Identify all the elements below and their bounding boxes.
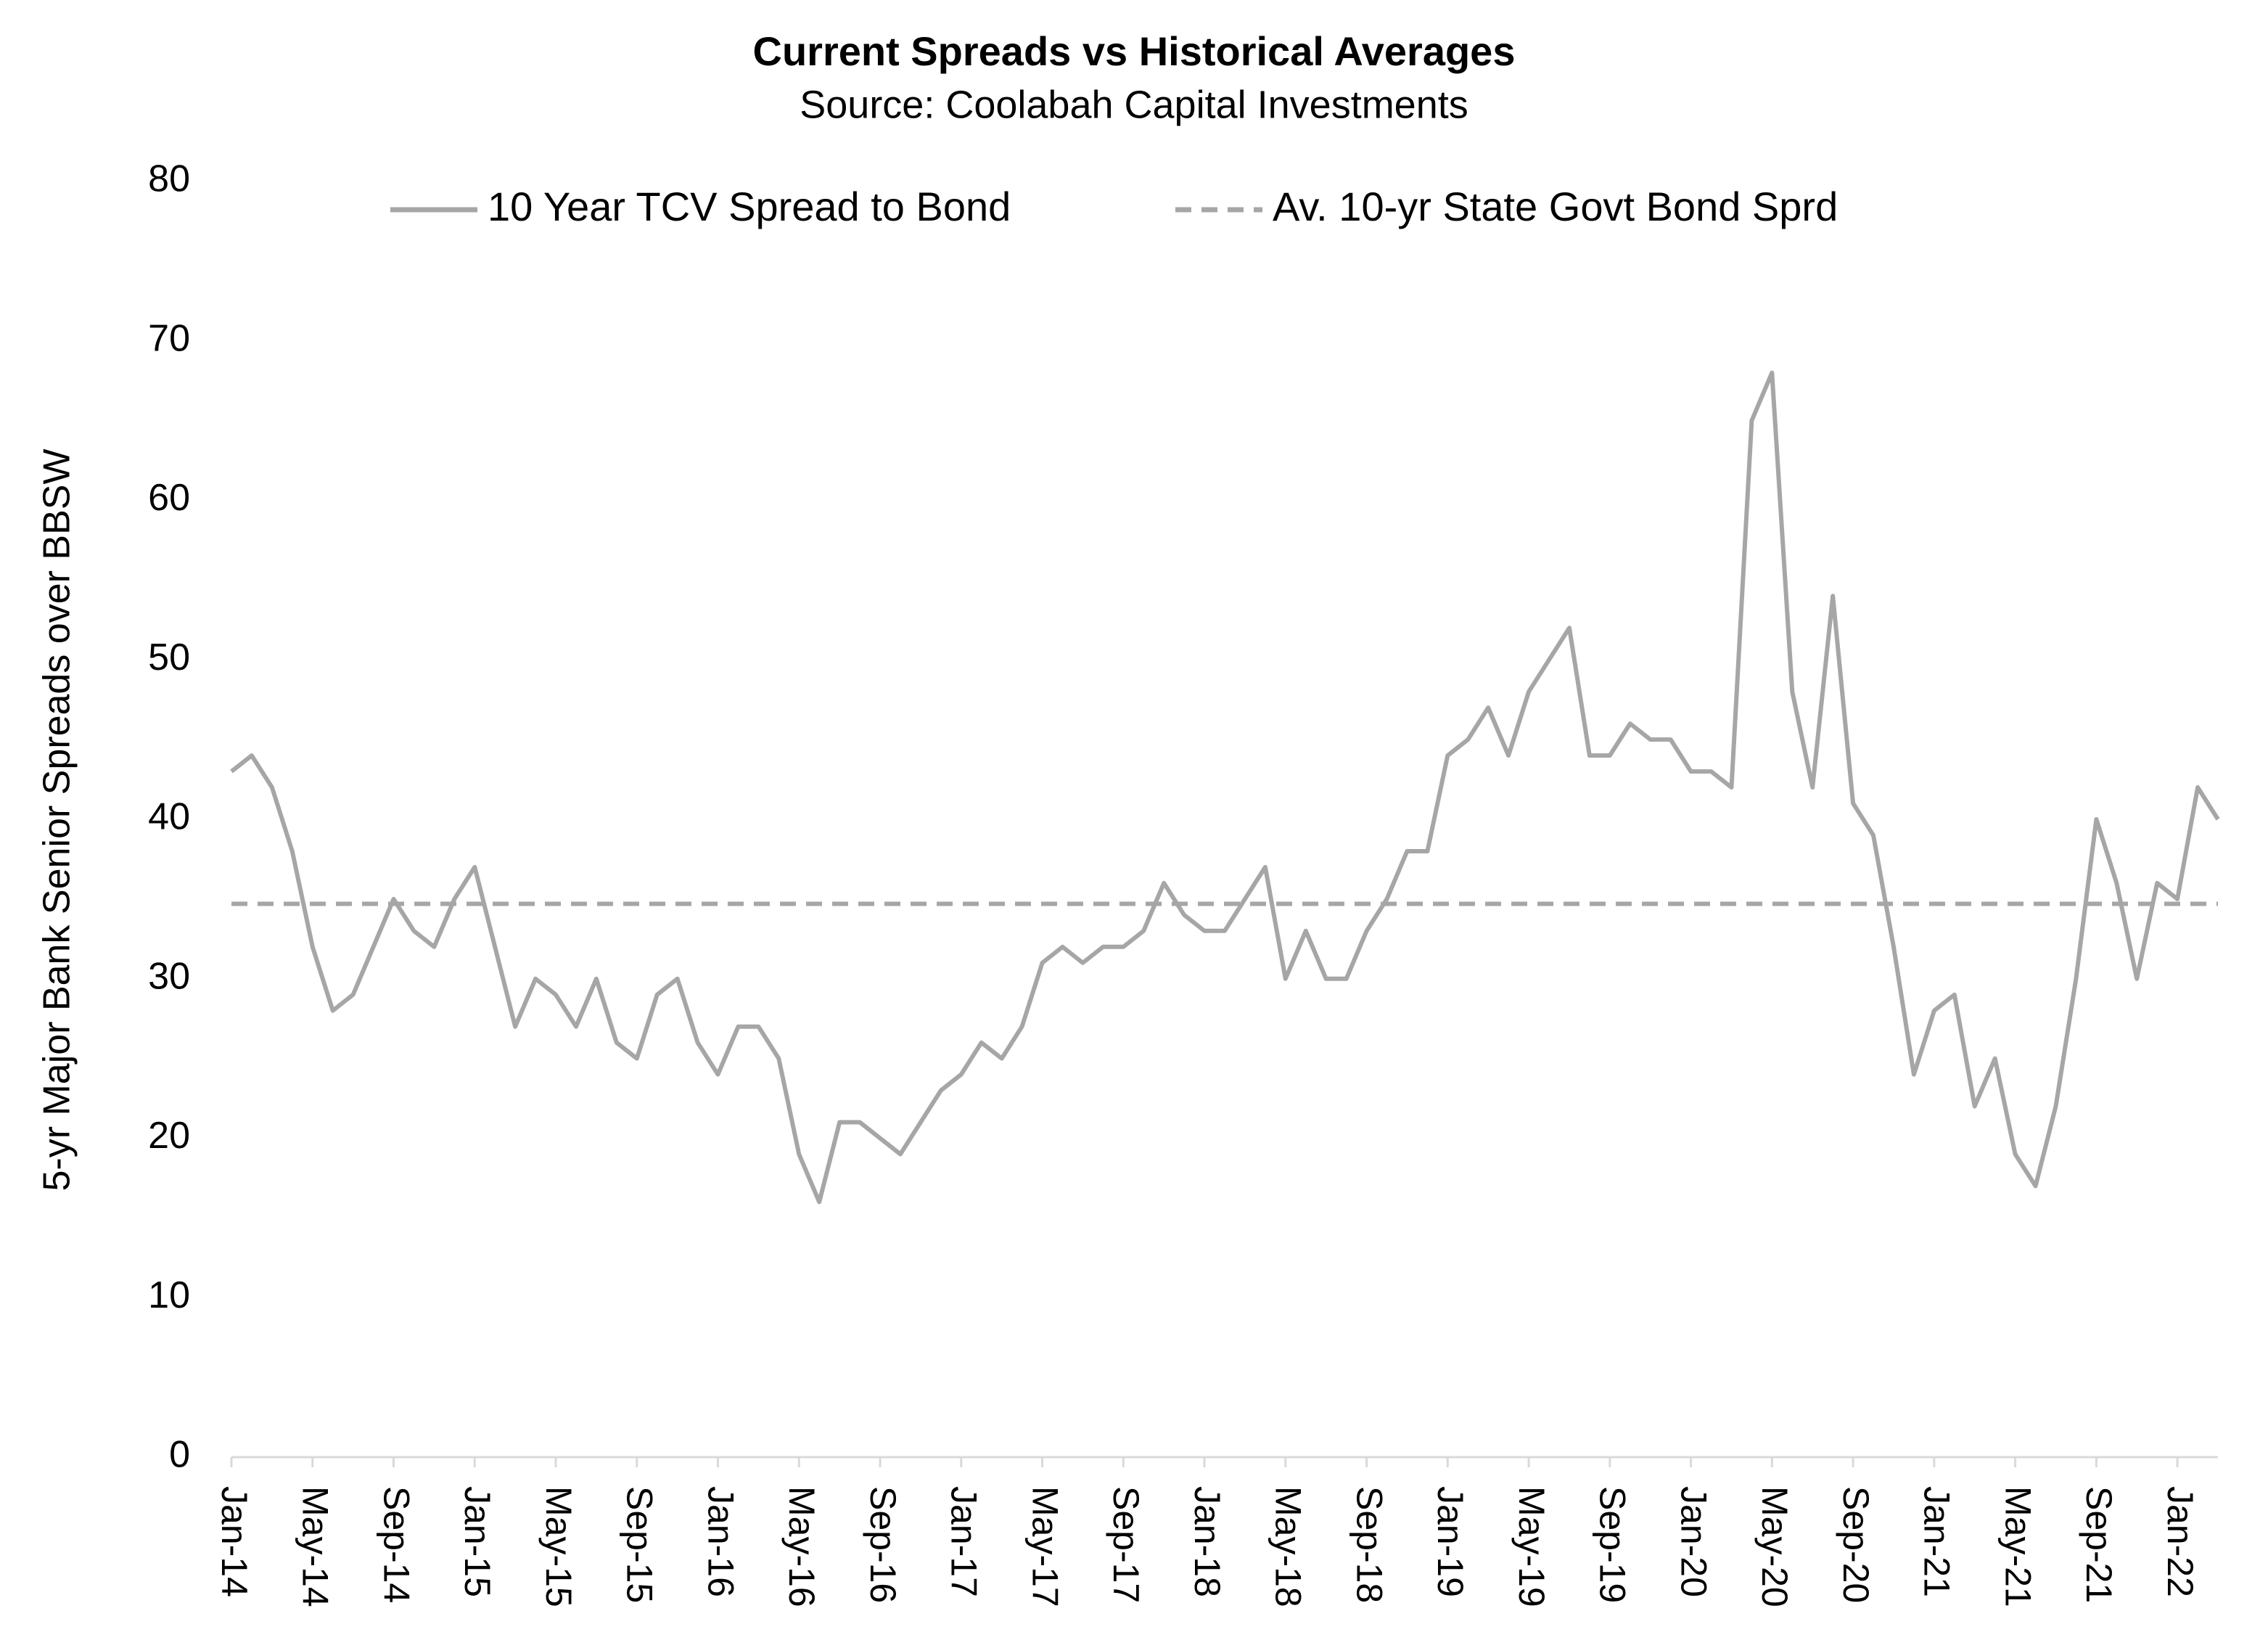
legend-label: 10 Year TCV Spread to Bond [488,184,1011,229]
y-axis-label: 5-yr Major Bank Senior Spreads over BBSW [36,448,78,1191]
y-tick-label: 30 [148,955,190,997]
y-tick-label: 0 [169,1434,190,1476]
x-tick-label: Jan-21 [1917,1486,1957,1597]
x-tick-label: May-14 [295,1486,336,1607]
x-tick-label: Jan-19 [1430,1486,1471,1597]
y-tick-label: 40 [148,796,190,838]
x-tick-label: May-18 [1268,1486,1309,1607]
chart-title: Current Spreads vs Historical Averages [753,28,1516,74]
y-tick-label: 70 [148,317,190,359]
x-tick-label: May-16 [781,1486,822,1607]
x-tick-label: Jan-17 [944,1486,985,1597]
x-tick-label: Jan-14 [214,1486,255,1597]
x-tick-label: Sep-16 [863,1486,903,1603]
series-line [230,370,2220,1205]
x-tick-label: Jan-20 [1673,1486,1714,1597]
x-tick-label: Jan-16 [700,1486,741,1597]
x-tick-label: May-21 [1997,1486,2038,1607]
x-tick-label: Sep-20 [1836,1486,1876,1603]
x-tick-label: May-17 [1024,1486,1065,1607]
x-tick-label: Jan-18 [1187,1486,1228,1597]
legend-label: Av. 10-yr State Govt Bond Sprd [1273,184,1838,229]
x-tick-label: Sep-18 [1349,1486,1389,1603]
x-tick-label: Sep-15 [620,1486,660,1603]
y-tick-label: 20 [148,1115,190,1157]
x-tick-label: Jan-22 [2160,1486,2201,1597]
x-tick-label: Sep-14 [376,1486,416,1603]
x-tick-label: May-15 [538,1486,579,1607]
x-tick-label: Sep-17 [1106,1486,1146,1603]
y-tick-label: 10 [148,1274,190,1316]
x-tick-label: Sep-19 [1593,1486,1633,1603]
x-tick-label: Sep-21 [2079,1486,2119,1603]
chart-subtitle: Source: Coolabah Capital Investments [800,83,1468,126]
y-tick-label: 60 [148,477,190,519]
x-tick-label: Jan-15 [457,1486,498,1597]
y-tick-label: 80 [148,158,190,200]
y-tick-label: 50 [148,636,190,679]
x-tick-label: May-20 [1754,1486,1795,1607]
x-tick-label: May-19 [1511,1486,1552,1607]
